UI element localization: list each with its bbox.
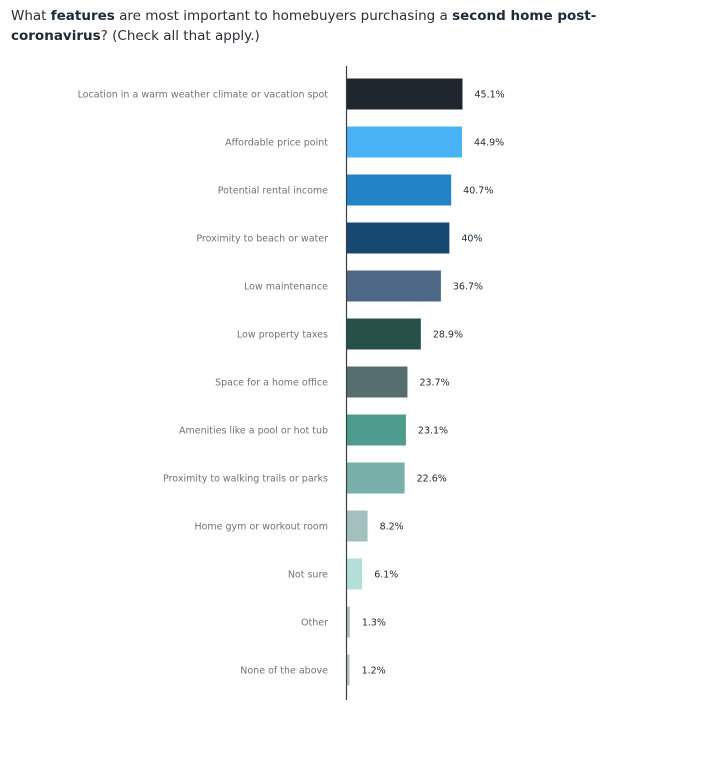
bar: [346, 222, 450, 254]
bar: [346, 126, 462, 158]
category-label: Amenities like a pool or hot tub: [179, 426, 328, 437]
category-label: Space for a home office: [215, 378, 328, 389]
value-label: 23.7%: [419, 378, 449, 389]
bar: [346, 270, 441, 302]
category-label: None of the above: [240, 666, 328, 677]
value-label: 22.6%: [417, 474, 447, 485]
value-label: 40%: [461, 234, 482, 245]
value-label: 36.7%: [453, 282, 483, 293]
bar: [346, 414, 406, 446]
value-label: 45.1%: [475, 90, 505, 101]
value-label: 44.9%: [474, 138, 504, 149]
bar: [346, 318, 421, 350]
bar: [346, 510, 368, 542]
category-label: Location in a warm weather climate or va…: [78, 90, 329, 101]
value-label: 8.2%: [380, 522, 404, 533]
value-label: 23.1%: [418, 426, 448, 437]
bar: [346, 558, 363, 590]
bars-group: Location in a warm weather climate or va…: [78, 78, 505, 686]
category-label: Proximity to beach or water: [196, 234, 328, 245]
category-label: Low maintenance: [244, 282, 328, 293]
category-label: Potential rental income: [218, 186, 328, 197]
bar: [346, 606, 350, 638]
value-label: 1.3%: [362, 618, 386, 629]
category-label: Low property taxes: [237, 330, 328, 341]
category-label: Other: [301, 618, 328, 629]
value-label: 1.2%: [362, 666, 386, 677]
bar: [346, 462, 405, 494]
category-label: Home gym or workout room: [194, 522, 328, 533]
value-label: 28.9%: [433, 330, 463, 341]
value-label: 6.1%: [374, 570, 398, 581]
value-label: 40.7%: [463, 186, 493, 197]
bar: [346, 366, 408, 398]
chart-title: What features are most important to home…: [11, 8, 597, 44]
bar: [346, 78, 463, 110]
bar: [346, 654, 350, 686]
category-label: Proximity to walking trails or parks: [163, 474, 328, 485]
category-label: Affordable price point: [225, 138, 328, 149]
category-label: Not sure: [288, 570, 328, 581]
bar: [346, 174, 452, 206]
